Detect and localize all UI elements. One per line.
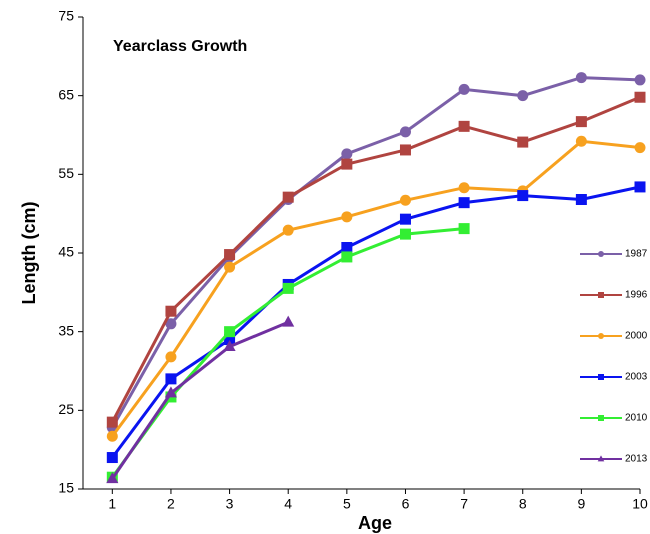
data-point <box>634 74 646 86</box>
x-tick-label: 3 <box>226 496 234 512</box>
data-point <box>341 211 353 223</box>
y-tick-label: 55 <box>58 165 74 181</box>
data-point <box>399 213 411 225</box>
x-tick-label: 10 <box>632 496 648 512</box>
data-point <box>517 90 529 102</box>
x-tick-label: 2 <box>167 496 175 512</box>
y-tick-label: 25 <box>58 401 74 417</box>
data-point <box>458 197 470 209</box>
x-axis-label: Age <box>358 513 392 533</box>
x-tick-label: 9 <box>577 496 585 512</box>
x-tick-label: 1 <box>108 496 116 512</box>
legend-label: 2003 <box>625 372 648 383</box>
data-point <box>341 241 353 253</box>
data-point <box>224 334 236 346</box>
x-tick-label: 7 <box>460 496 468 512</box>
data-point <box>634 142 646 154</box>
data-point <box>575 135 587 147</box>
data-point <box>458 83 470 95</box>
data-point <box>282 191 294 203</box>
data-point <box>458 182 470 194</box>
data-point <box>106 416 118 428</box>
data-point <box>399 228 411 240</box>
data-point <box>458 223 470 235</box>
data-point <box>223 340 236 352</box>
data-point <box>106 472 119 484</box>
data-point <box>164 386 177 398</box>
data-point <box>165 351 177 363</box>
legend-marker <box>598 251 604 257</box>
x-tick-label: 5 <box>343 496 351 512</box>
legend-label: 1987 <box>625 249 648 260</box>
data-point <box>282 282 294 294</box>
legend-marker <box>598 292 604 298</box>
legend-label: 2010 <box>625 413 648 424</box>
data-point <box>165 305 177 317</box>
data-point <box>106 452 118 464</box>
series-line <box>111 227 465 479</box>
x-tick-label: 4 <box>284 496 292 512</box>
series-line <box>111 320 289 480</box>
data-point <box>282 224 294 236</box>
data-point <box>224 261 236 273</box>
legend-label: 1996 <box>625 290 648 301</box>
data-point <box>341 148 353 160</box>
legend-marker <box>598 374 604 380</box>
legend-marker <box>598 415 604 421</box>
legend-marker <box>597 455 605 462</box>
data-point <box>575 72 587 84</box>
data-point <box>634 91 646 103</box>
data-point <box>399 126 411 138</box>
data-point <box>399 194 411 206</box>
data-point <box>458 120 470 132</box>
data-point <box>224 249 236 261</box>
y-axis-label: Length (cm) <box>19 202 39 305</box>
data-point <box>575 116 587 128</box>
data-point <box>399 144 411 156</box>
data-point <box>517 190 529 202</box>
data-point <box>165 373 177 385</box>
y-tick-label: 75 <box>58 8 74 24</box>
data-point <box>634 181 646 193</box>
data-point <box>224 326 236 338</box>
data-point <box>282 315 295 327</box>
series-line <box>111 76 641 429</box>
data-point <box>341 251 353 263</box>
y-tick-label: 15 <box>58 480 74 496</box>
data-point <box>341 158 353 170</box>
series-line <box>111 185 641 459</box>
y-tick-label: 65 <box>58 86 74 102</box>
data-point <box>575 194 587 206</box>
legend-label: 2013 <box>625 454 648 465</box>
data-point <box>106 430 118 442</box>
series-line <box>111 139 641 438</box>
y-tick-label: 35 <box>58 322 74 338</box>
chart-title: Yearclass Growth <box>113 38 247 55</box>
data-point <box>165 318 177 330</box>
series-line <box>110 95 641 423</box>
x-tick-label: 6 <box>402 496 410 512</box>
legend-label: 2000 <box>625 331 648 342</box>
y-tick-label: 45 <box>58 244 74 260</box>
data-point <box>517 136 529 148</box>
legend-marker <box>598 333 604 339</box>
x-tick-label: 8 <box>519 496 527 512</box>
